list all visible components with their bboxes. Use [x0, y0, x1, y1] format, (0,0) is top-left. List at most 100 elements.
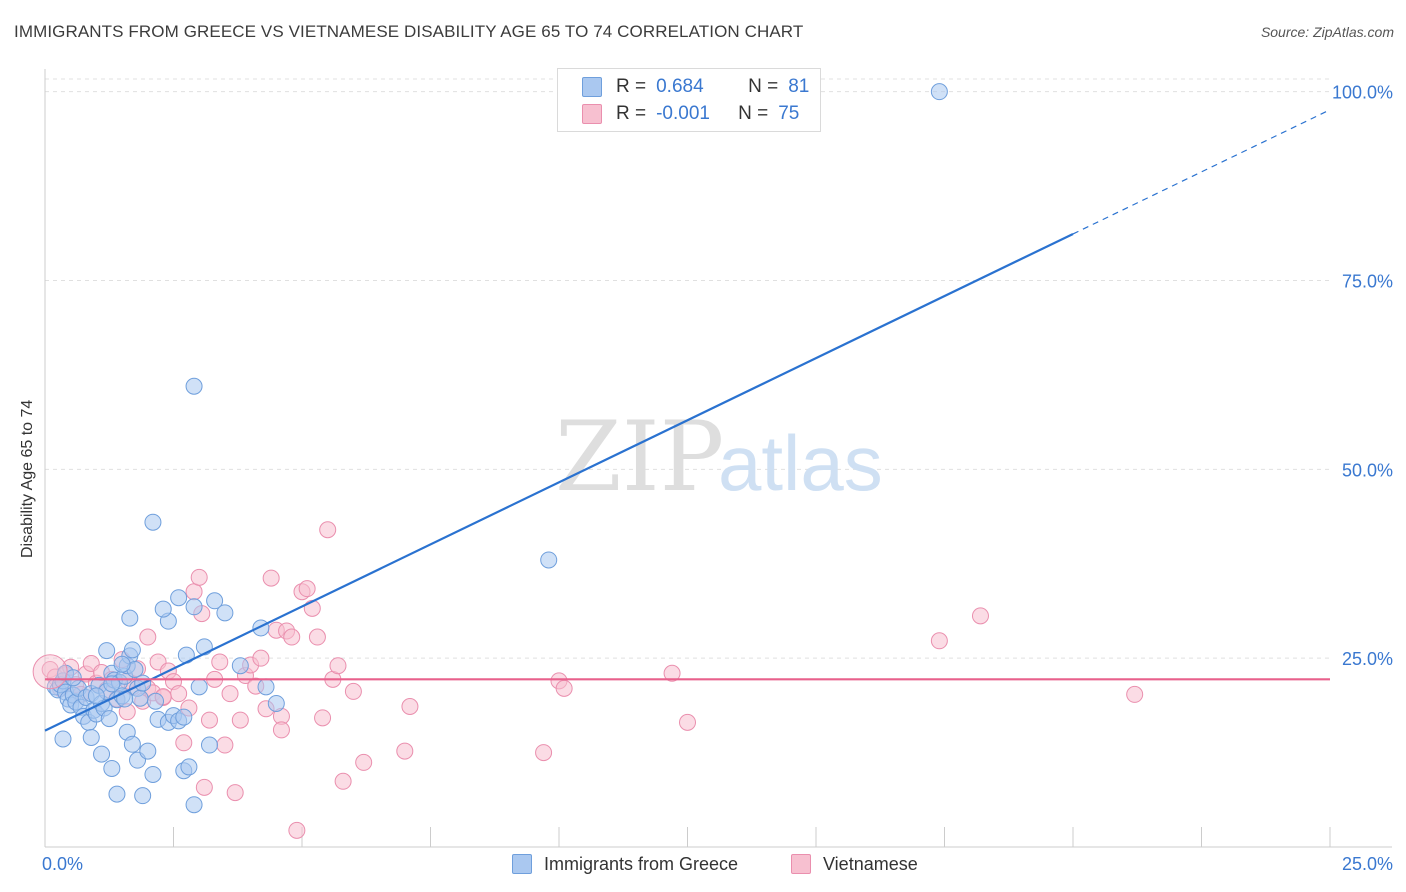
y-tick-label: 75.0% — [1342, 271, 1393, 291]
legend-item-vietnamese: Vietnamese — [791, 852, 918, 876]
legend-swatch-pink — [791, 854, 811, 874]
trend-lines — [44, 109, 1331, 732]
legend-n-value: 81 — [788, 76, 810, 97]
point-greece — [93, 745, 111, 763]
point-greece — [131, 689, 149, 707]
point-vietnamese — [298, 580, 316, 598]
point-greece — [147, 692, 165, 710]
y-axis-label-wrap: Disability Age 65 to 74 — [16, 300, 40, 600]
point-vietnamese — [334, 772, 352, 790]
point-vietnamese — [679, 713, 696, 731]
point-vietnamese — [139, 628, 157, 646]
point-greece — [206, 592, 224, 610]
correlation-legend: R = 0.684 N = 81 R = -0.001 N = 75 — [557, 68, 821, 132]
point-greece — [154, 600, 172, 618]
legend-swatch-blue — [582, 77, 602, 97]
x-tick-label-left: 0.0% — [42, 854, 83, 874]
point-vietnamese — [226, 784, 244, 802]
point-vietnamese — [314, 709, 332, 727]
chart-title: IMMIGRANTS FROM GREECE VS VIETNAMESE DIS… — [14, 22, 804, 41]
watermark-atlas: atlas — [718, 419, 883, 507]
legend-r-value: -0.001 — [656, 103, 710, 124]
point-vietnamese — [329, 657, 347, 675]
point-vietnamese-cluster — [32, 654, 68, 690]
point-vietnamese — [175, 734, 193, 752]
point-greece — [185, 598, 203, 616]
point-vietnamese — [344, 682, 362, 700]
point-greece — [267, 694, 285, 712]
point-vietnamese — [535, 744, 553, 762]
y-tick-label: 100.0% — [1332, 83, 1393, 103]
point-greece — [257, 678, 275, 696]
point-greece — [123, 641, 141, 659]
watermark: ZIP atlas — [555, 401, 883, 513]
legend-r-value: 0.684 — [656, 76, 704, 97]
point-greece — [930, 83, 948, 101]
source-label: Source: ZipAtlas.com — [1260, 24, 1394, 40]
legend-r-label: R = — [616, 103, 647, 124]
point-greece — [195, 638, 213, 656]
point-vietnamese — [288, 821, 306, 839]
legend-item-greece: Immigrants from Greece — [512, 852, 738, 876]
point-greece — [175, 708, 193, 726]
legend-label-greece: Immigrants from Greece — [544, 853, 739, 874]
point-vietnamese — [396, 742, 414, 760]
point-vietnamese — [211, 653, 229, 671]
point-vietnamese — [319, 521, 337, 539]
point-vietnamese — [216, 736, 234, 754]
legend-n-label: N = — [738, 103, 769, 124]
point-vietnamese — [200, 711, 218, 729]
point-greece — [103, 759, 121, 777]
point-vietnamese — [355, 753, 373, 771]
legend-row-blue: R = 0.684 N = 81 — [582, 74, 809, 100]
point-greece — [231, 657, 249, 675]
point-vietnamese — [195, 778, 213, 796]
point-vietnamese — [272, 721, 290, 739]
point-greece — [121, 609, 139, 627]
point-greece — [87, 687, 105, 705]
point-vietnamese — [555, 679, 573, 697]
point-vietnamese — [231, 711, 249, 729]
y-tick-label: 50.0% — [1342, 460, 1393, 480]
point-greece — [144, 765, 162, 783]
legend-row-pink: R = -0.001 N = 75 — [582, 101, 799, 127]
point-greece — [100, 710, 118, 728]
point-greece — [113, 655, 131, 673]
point-greece — [185, 377, 203, 395]
point-greece — [134, 787, 152, 805]
point-greece — [123, 735, 141, 753]
point-vietnamese — [252, 649, 270, 667]
legend-r-label: R = — [616, 76, 647, 97]
point-greece — [82, 728, 100, 746]
trend-line-greece — [44, 232, 1074, 732]
point-vietnamese — [308, 628, 326, 646]
legend-swatch-pink — [582, 104, 602, 124]
trend-line-greece-projection — [1072, 109, 1331, 235]
point-vietnamese — [190, 568, 208, 586]
legend-n-label: N = — [748, 76, 779, 97]
point-vietnamese — [401, 698, 419, 716]
x-tick-label-right: 25.0% — [1342, 854, 1393, 874]
legend-swatch-blue — [512, 854, 532, 874]
point-greece — [144, 513, 162, 531]
legend-n-value: 75 — [778, 103, 800, 124]
point-greece — [64, 669, 82, 687]
point-greece — [216, 604, 234, 622]
point-vietnamese — [221, 685, 239, 703]
point-vietnamese — [663, 664, 681, 682]
point-vietnamese — [971, 607, 989, 625]
axes — [44, 69, 1392, 848]
point-vietnamese — [185, 583, 203, 601]
point-vietnamese — [930, 632, 948, 650]
point-greece — [139, 742, 157, 760]
point-greece — [170, 589, 188, 607]
point-vietnamese — [262, 569, 280, 587]
tick-labels: 25.0% 50.0% 75.0% 100.0% 0.0% 25.0% — [42, 83, 1393, 874]
point-vietnamese — [1126, 685, 1144, 703]
point-greece — [200, 736, 218, 754]
point-greece — [180, 758, 198, 776]
point-greece — [540, 551, 558, 569]
point-greece — [185, 796, 203, 814]
point-vietnamese — [283, 628, 301, 646]
